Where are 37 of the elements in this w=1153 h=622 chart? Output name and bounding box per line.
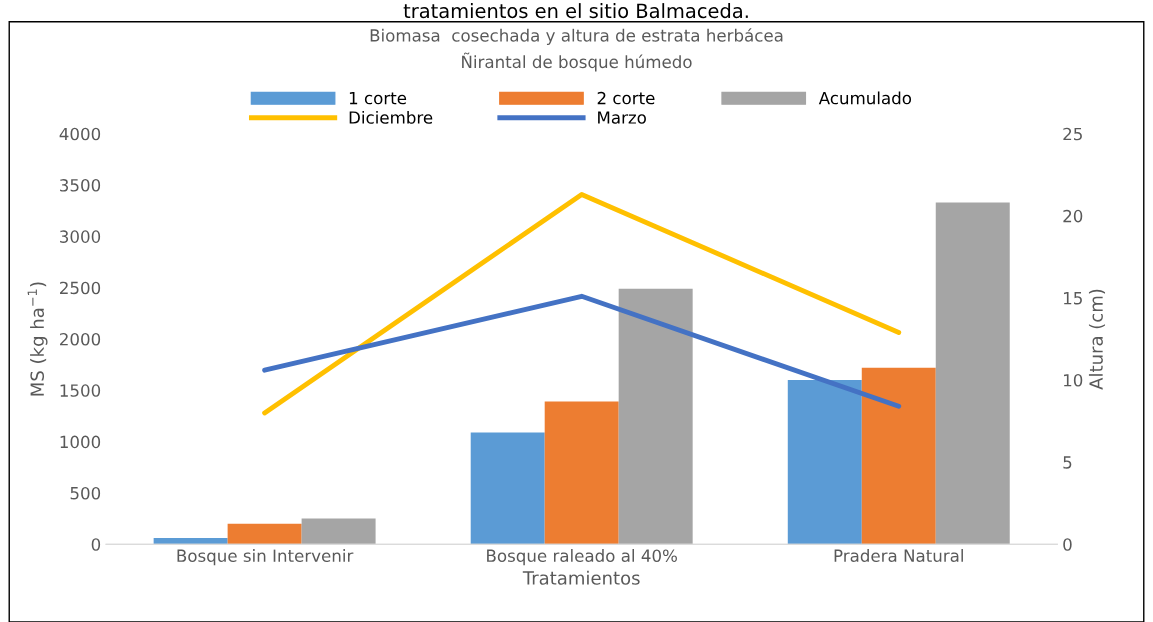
- bar: [153, 538, 228, 545]
- y-tick-label: 1000: [60, 435, 101, 449]
- y2-tick-label: 5: [1063, 456, 1072, 469]
- y2-axis-title: Altura (cm): [1088, 289, 1106, 390]
- y-tick-label: 3500: [60, 179, 101, 192]
- y-tick-label: 500: [70, 486, 101, 500]
- y2-tick-label: 10: [1063, 374, 1083, 387]
- y-tick-label: 0: [91, 538, 101, 551]
- y-tick-label: 4000: [59, 127, 101, 141]
- x-tick-label: Bosque sin Intervenir: [177, 549, 354, 566]
- y-tick-label: 3000: [60, 230, 101, 243]
- bar: [544, 401, 619, 545]
- chart-title: Biomasa cosechada y altura de estrata herbácea Ñirantal de bosque húmedo: [370, 28, 783, 72]
- bar: [787, 380, 862, 545]
- bar: [861, 367, 936, 545]
- y2-tick-label: 15: [1063, 292, 1082, 305]
- legend-label: 1 corte: [349, 91, 407, 105]
- bar: [618, 288, 693, 545]
- x-tick-label: Bosque raleado al 40%: [487, 549, 677, 566]
- text: tratamientos en el sitio Balmaceda.: [403, 3, 748, 19]
- bar: [470, 432, 545, 545]
- legend-label: 2 corte: [597, 91, 655, 105]
- legend-label: Diciembre: [349, 110, 433, 124]
- legend-label: Acumulado: [818, 91, 912, 105]
- y2-tick-label: 20: [1063, 209, 1083, 223]
- y-axis-title: MS (kg ha$^{−1}$): [27, 282, 48, 396]
- y-tick-label: 1500: [60, 384, 101, 397]
- bar: [227, 523, 302, 545]
- x-tick-label: Pradera Natural: [834, 549, 963, 563]
- legend-label: Marzo: [598, 111, 646, 124]
- y2-tick-label: 25: [1063, 127, 1082, 141]
- bar: [301, 518, 376, 545]
- bar: [935, 202, 1010, 545]
- y2-tick-label: 0: [1063, 538, 1072, 551]
- x-axis-title: Tratamientos: [522, 570, 640, 585]
- y-tick-label: 2500: [60, 281, 101, 295]
- y-tick-label: 2000: [60, 332, 101, 346]
